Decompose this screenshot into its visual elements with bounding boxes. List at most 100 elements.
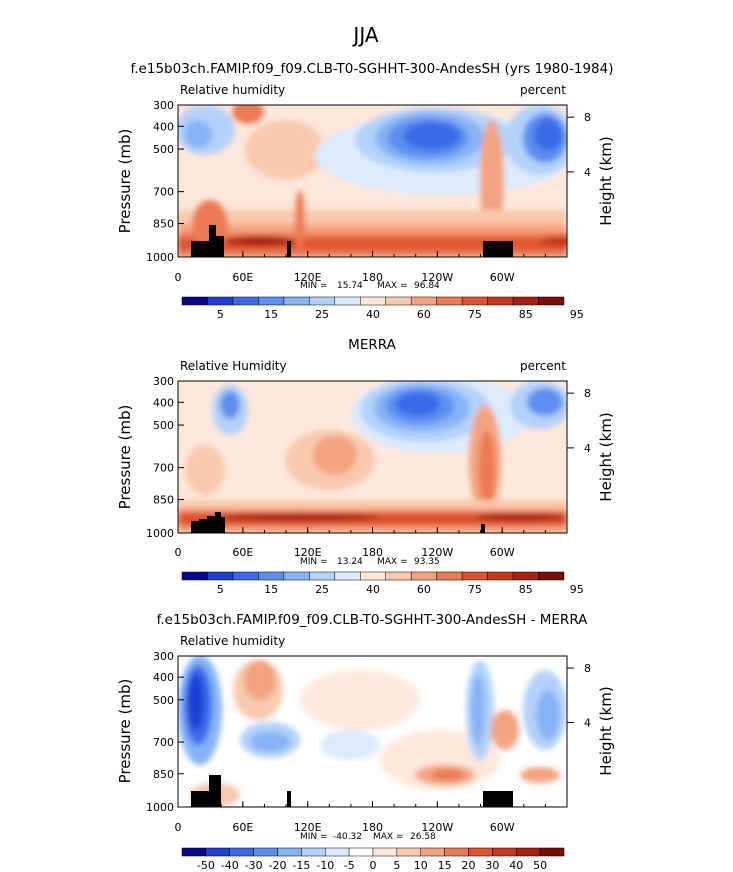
- season-title: JJA: [351, 23, 378, 47]
- panel2-colorbar-box: [410, 571, 437, 581]
- panel3-colorbar-box: [492, 847, 517, 857]
- panel1-x-tick-label: 180: [362, 271, 383, 284]
- panel3-height-axis-label: Height (km): [597, 686, 615, 775]
- panel2-colorbar-label: 15: [264, 583, 278, 596]
- panel3-colorbar-label: -30: [245, 859, 263, 872]
- panel1-contour-field: [178, 105, 567, 257]
- panel1-x-tick-label: 60E: [232, 271, 253, 284]
- panel2-y-tick-label: 400: [153, 396, 174, 409]
- panel2-colorbar-box: [385, 571, 412, 581]
- panel2-y-right-tick-label: 4: [584, 442, 591, 455]
- panel2-topography-mask: [191, 512, 485, 533]
- panel3-min-value: -40.32: [333, 832, 362, 842]
- panel3-colorbar-label: 5: [393, 859, 400, 872]
- panel1-x-tick-label: 120E: [294, 271, 322, 284]
- panel1-y-tick-label: 700: [153, 186, 174, 199]
- panel-difference: f.e15b03ch.FAMIP.f09_f09.CLB-T0-SGHHT-30…: [116, 612, 615, 872]
- panel1-colorbar-label: 75: [468, 308, 482, 321]
- panel2-colorbar-label: 60: [417, 583, 431, 596]
- panel3-max-value: 26.58: [410, 832, 436, 842]
- panel2-y-tick-label: 500: [153, 419, 174, 432]
- panel1-y-tick-label: 300: [153, 99, 174, 112]
- panel1-colorbar-label: 25: [315, 308, 329, 321]
- panel1-colorbar-label: 5: [217, 308, 224, 321]
- panel1-y-tick-label: 400: [153, 120, 174, 133]
- panel3-colorbar-box: [348, 847, 374, 857]
- panel1-max-label: MAX =: [377, 281, 408, 291]
- panel2-colorbar-label: 95: [570, 583, 584, 596]
- panel2-colorbar-box: [181, 571, 208, 581]
- panel1-min-label: MIN =: [300, 281, 328, 291]
- panel3-x-tick-label: 180: [362, 821, 383, 834]
- panel3-colorbar-label: 20: [462, 859, 476, 872]
- panel3-y-tick-label: 1000: [146, 801, 174, 814]
- panel2-colorbar: 5 15 25 40 60 75 85 95: [181, 571, 584, 596]
- panel2-x-tick-label: 60E: [232, 546, 253, 559]
- panel2-max-value: 93.35: [414, 557, 440, 567]
- panel2-left-label: Relative Humidity: [180, 359, 287, 373]
- panel3-colorbar-label: 10: [414, 859, 428, 872]
- panel2-right-label: percent: [520, 359, 566, 373]
- panel3-y-tick-label: 400: [153, 671, 174, 684]
- panel1-colorbar-box: [283, 296, 310, 306]
- panel3-colorbar-box: [516, 847, 541, 857]
- panel3-y-tick-label: 500: [153, 694, 174, 707]
- panel1-colorbar-box: [410, 296, 437, 306]
- panel1-x-tick-label: 0: [175, 271, 182, 284]
- panel2-x-tick-label: 0: [175, 546, 182, 559]
- panel1-colorbar-label: 85: [519, 308, 533, 321]
- panel1-left-label: Relative humidity: [180, 83, 285, 97]
- panel2-x-axis: 0 60E 120E 180 120W 60W: [175, 527, 546, 559]
- panel1-pressure-axis-label: Pressure (mb): [116, 129, 134, 234]
- panel2-colorbar-box: [461, 571, 488, 581]
- panel3-colorbar-label: -40: [221, 859, 239, 872]
- panel2-colorbar-label: 40: [366, 583, 380, 596]
- panel3-colorbar-box: [229, 847, 254, 857]
- panel3-colorbar-box: [444, 847, 469, 857]
- panel2-y-tick-label: 700: [153, 462, 174, 475]
- panel3-y-axis-right: 84: [567, 662, 591, 729]
- panel1-colorbar-box: [207, 296, 234, 306]
- panel3-colorbar-label: 15: [438, 859, 452, 872]
- panel3-colorbar-box: [372, 847, 398, 857]
- panel3-topography-mask: [191, 775, 513, 807]
- panel1-right-label: percent: [520, 83, 566, 97]
- panel2-title: MERRA: [348, 337, 396, 353]
- panel1-x-tick-label: 60W: [490, 271, 515, 284]
- panel-model: f.e15b03ch.FAMIP.f09_f09.CLB-T0-SGHHT-30…: [116, 61, 615, 321]
- panel2-colorbar-box: [487, 571, 514, 581]
- panel2-y-axis: 300 400 500 700 850 1000: [146, 375, 184, 540]
- panel1-y-tick-label: 500: [153, 143, 174, 156]
- panel3-colorbar-box: [325, 847, 350, 857]
- panel1-colorbar-box: [385, 296, 412, 306]
- panel3-y-tick-label: 700: [153, 736, 174, 749]
- panel2-colorbar-label: 5: [217, 583, 224, 596]
- panel3-colorbar-box: [301, 847, 326, 857]
- panel3-y-right-tick-label: 4: [584, 716, 591, 729]
- panel3-colorbar-label: -5: [344, 859, 355, 872]
- panel1-colorbar-box: [461, 296, 488, 306]
- panel3-x-tick-label: 60E: [232, 821, 253, 834]
- panel2-x-tick-label: 180: [362, 546, 383, 559]
- panel1-colorbar-box: [538, 296, 565, 306]
- panel2-x-tick-label: 120E: [294, 546, 322, 559]
- panel1-colorbar-label: 95: [570, 308, 584, 321]
- panel3-colorbar-label: 50: [533, 859, 547, 872]
- panel3-colorbar-box: [277, 847, 302, 857]
- panel2-x-tick-label: 120W: [421, 546, 453, 559]
- panel2-height-axis-label: Height (km): [597, 412, 615, 501]
- panel1-y-tick-label: 1000: [146, 251, 174, 264]
- panel3-y-axis: 300 400 500 700 850 1000: [146, 650, 184, 814]
- panel3-colorbar-label: -15: [292, 859, 310, 872]
- panel2-min-value: 13.24: [337, 557, 363, 567]
- panel3-colorbar-box: [396, 847, 421, 857]
- panel2-colorbar-box: [309, 571, 336, 581]
- panel2-y-axis-right: 84: [567, 387, 591, 455]
- panel2-y-tick-label: 300: [153, 375, 174, 388]
- panel1-y-axis-right: 84: [567, 111, 591, 179]
- panel3-x-tick-label: 120W: [421, 821, 453, 834]
- panel3-colorbar-label: 40: [509, 859, 523, 872]
- panel2-max-label: MAX =: [377, 557, 408, 567]
- panel1-y-right-tick-label: 8: [584, 111, 591, 124]
